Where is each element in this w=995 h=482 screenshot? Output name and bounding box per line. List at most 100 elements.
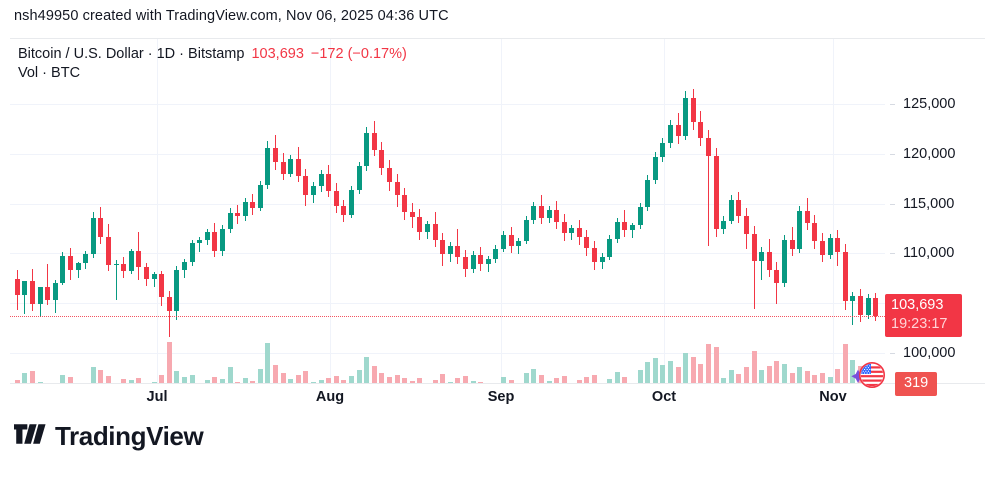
volume-bar	[759, 370, 764, 384]
candle-body	[592, 248, 597, 263]
price-axis-label: 115,000	[903, 195, 955, 212]
candle-body	[38, 287, 43, 305]
candle-body	[630, 225, 635, 231]
candle-body	[205, 232, 210, 241]
candle-body	[30, 281, 35, 305]
volume-bar	[174, 371, 179, 384]
volume-bar	[843, 343, 848, 384]
sparkle-icon	[851, 369, 865, 383]
gridline-vertical	[330, 39, 331, 384]
current-volume-badge: 319	[895, 372, 938, 396]
price-axis-label: 120,000	[903, 145, 956, 162]
candle-body	[744, 215, 749, 235]
volume-bar	[645, 362, 650, 384]
volume-bar	[660, 365, 665, 384]
current-price-badge: 103,693 19:23:17	[885, 294, 962, 338]
volume-bar	[471, 380, 476, 384]
candle-body	[303, 175, 308, 195]
candle-body	[554, 209, 559, 222]
candle-body	[698, 121, 703, 138]
candle-body	[45, 287, 50, 301]
volume-bar	[615, 372, 620, 384]
gridline-horizontal	[10, 153, 885, 155]
volume-bar	[319, 380, 324, 384]
candle-body	[835, 238, 840, 253]
candle-wick	[116, 260, 117, 301]
candle-body	[622, 221, 627, 231]
volume-bar	[714, 346, 719, 384]
volume-bar	[136, 377, 141, 384]
candle-body	[220, 229, 225, 252]
volume-bar	[303, 371, 308, 384]
volume-bar	[698, 364, 703, 384]
candle-body	[759, 252, 764, 262]
chart-plot-area[interactable]: Bitcoin / U.S. Dollar · 1D · Bitstamp 103…	[10, 39, 885, 384]
volume-bar	[220, 379, 225, 384]
volume-bar	[417, 378, 422, 384]
candle-body	[326, 173, 331, 191]
price-axis-tick	[890, 253, 895, 255]
volume-bar	[797, 366, 802, 384]
candle-body	[660, 142, 665, 157]
time-axis-label: Oct	[651, 389, 677, 405]
volume-bar	[60, 375, 65, 384]
candle-body	[174, 270, 179, 312]
volume-bar	[782, 364, 787, 384]
current-price-value: 103,693	[891, 297, 944, 314]
volume-bar	[478, 381, 483, 384]
volume-bar	[463, 376, 468, 384]
candle-body	[805, 210, 810, 223]
volume-bar	[562, 376, 567, 384]
candle-body	[197, 240, 202, 244]
candle-body	[129, 251, 134, 272]
candle-body	[478, 255, 483, 265]
candle-body	[858, 296, 863, 316]
candle-body	[433, 223, 438, 241]
price-axis-label: 125,000	[903, 95, 956, 112]
candle-wick	[199, 237, 200, 253]
volume-bar	[729, 370, 734, 384]
candle-body	[531, 205, 536, 220]
volume-bar	[182, 377, 187, 384]
candle-body	[273, 147, 278, 162]
candle-body	[395, 181, 400, 195]
gridline-vertical	[664, 39, 665, 384]
candle-body	[212, 232, 217, 252]
volume-bar	[212, 377, 217, 384]
volume-bar	[539, 375, 544, 384]
candle-body	[539, 205, 544, 218]
volume-bar	[243, 378, 248, 384]
candle-body	[676, 124, 681, 136]
volume-bar	[357, 370, 362, 384]
volume-bar	[455, 378, 460, 384]
time-axis[interactable]: Jul Aug Sep Oct Nov	[10, 383, 985, 412]
volume-bar	[850, 360, 855, 384]
volume-bar	[835, 369, 840, 384]
candle-body	[364, 132, 369, 166]
candle-body	[68, 256, 73, 271]
candle-body	[417, 216, 422, 233]
candle-body	[584, 237, 589, 249]
candle-body	[152, 274, 157, 280]
candle-body	[455, 246, 460, 258]
economic-event-marker[interactable]	[849, 355, 889, 395]
volume-bar	[805, 371, 810, 384]
current-volume-value: 319	[904, 375, 929, 391]
candle-wick	[78, 262, 79, 279]
candle-body	[425, 223, 430, 233]
volume-bar	[167, 342, 172, 384]
candle-body	[607, 239, 612, 258]
candle-body	[159, 274, 164, 298]
volume-bar	[691, 357, 696, 384]
volume-bar	[820, 373, 825, 384]
candle-body	[53, 283, 58, 301]
candle-body	[379, 149, 384, 168]
gridline-horizontal	[10, 203, 885, 205]
time-axis-label: Jul	[146, 389, 168, 405]
volume-bar	[258, 369, 263, 384]
candle-body	[501, 235, 506, 250]
volume-bar	[402, 377, 407, 384]
volume-bar	[706, 344, 711, 384]
volume-bar	[364, 357, 369, 384]
candle-body	[190, 243, 195, 263]
